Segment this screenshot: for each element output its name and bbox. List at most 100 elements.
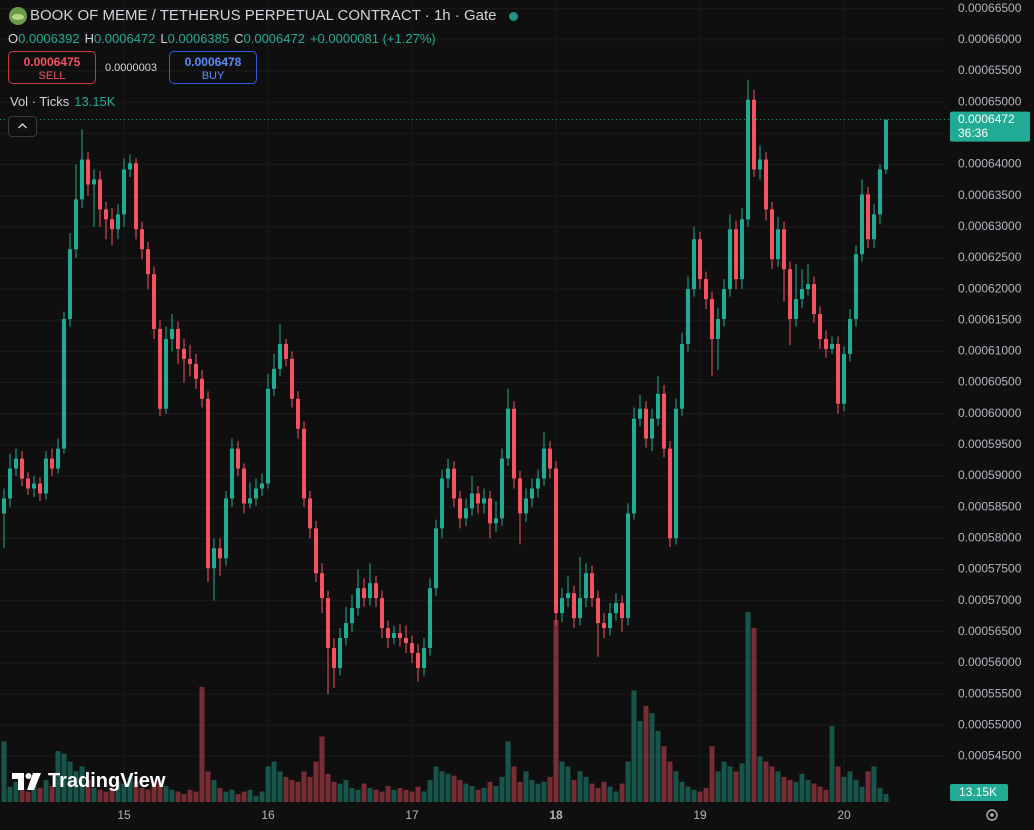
sell-button[interactable]: 0.0006475 SELL <box>8 51 96 84</box>
candle-body <box>632 418 636 514</box>
volume-bar <box>331 781 337 802</box>
volume-bar <box>799 773 805 802</box>
candle-body <box>446 468 450 479</box>
candle-body <box>482 498 486 504</box>
sell-label[interactable]: SELL <box>38 70 66 82</box>
candle-body <box>170 328 174 339</box>
ohlc-value: 0.0006385 <box>167 31 230 46</box>
candle-body <box>530 488 534 499</box>
volume-bar <box>865 771 871 802</box>
volume-bar <box>319 736 325 802</box>
volume-bar <box>643 705 649 802</box>
candle-body <box>710 299 714 339</box>
volume-pane <box>1 612 889 802</box>
volume-bar <box>667 761 673 802</box>
buy-button[interactable]: 0.0006478 BUY <box>169 51 257 84</box>
volume-bar <box>403 789 409 802</box>
chevron-path[interactable] <box>18 123 27 129</box>
candle-body <box>590 573 594 599</box>
candle-body <box>20 458 24 479</box>
candle-body <box>14 458 18 469</box>
volume-bar <box>145 789 151 802</box>
volume-bar <box>97 789 103 802</box>
volume-bar <box>223 791 229 802</box>
candle-body <box>338 638 342 668</box>
volume-bar <box>715 771 721 802</box>
candle-body <box>770 209 774 260</box>
candle-body <box>434 528 438 589</box>
candle-body <box>794 299 798 320</box>
volume-bar <box>685 786 691 802</box>
candle-body <box>254 488 258 499</box>
candle-body <box>758 159 762 170</box>
y-tick-label: 0.00054500 <box>958 749 1022 763</box>
candle-body <box>266 388 270 484</box>
gear-hub[interactable] <box>990 813 994 817</box>
sell-price[interactable]: 0.0006475 <box>23 55 81 69</box>
volume-bar <box>595 787 601 802</box>
candle-body <box>674 408 678 539</box>
buy-price[interactable]: 0.0006478 <box>184 55 242 69</box>
volume-bar <box>493 786 499 802</box>
tv-logo-t <box>12 773 24 790</box>
y-tick-label: 0.00061500 <box>958 312 1022 326</box>
candle-body <box>380 598 384 629</box>
buy-label[interactable]: BUY <box>201 70 225 82</box>
candle-body <box>638 408 642 419</box>
volume-bar <box>673 771 679 802</box>
candle-body <box>422 647 426 668</box>
chevron[interactable] <box>9 117 36 136</box>
gear[interactable] <box>986 809 998 821</box>
y-tick-label: 0.00062500 <box>958 250 1022 264</box>
volume-bar <box>709 746 715 802</box>
y-tick-label: 0.00056500 <box>958 624 1022 638</box>
volume-bar <box>367 787 373 802</box>
y-tick-label: 0.00066000 <box>958 32 1022 46</box>
collapse-button[interactable] <box>8 116 37 137</box>
volume-bar <box>85 779 91 802</box>
volume-bar <box>631 690 637 802</box>
candle-body <box>272 368 276 389</box>
candle-body <box>806 284 810 290</box>
candle-body <box>836 343 840 404</box>
price-axis: 0.00066500 0.00066000 0.00065500 0.00065000… <box>117 1 1021 822</box>
volume-bar <box>433 766 439 802</box>
candle-body <box>608 613 612 629</box>
candle-body <box>56 448 60 469</box>
volume-bar <box>763 761 769 802</box>
candle-body <box>86 159 90 185</box>
candle-body <box>320 573 324 599</box>
tv-logo <box>12 773 41 790</box>
candle-body <box>248 498 252 504</box>
candle-body <box>704 279 708 300</box>
volume-bar <box>385 786 391 802</box>
candle-body <box>854 254 858 320</box>
candle-body <box>620 603 624 619</box>
symbol-title: BOOK OF MEME / TETHERUS PERPETUAL CONTRA… <box>30 7 518 24</box>
candle-body <box>260 483 264 489</box>
volume-bar <box>859 786 865 802</box>
y-tick-label: 0.00065000 <box>958 94 1022 108</box>
volume-bar <box>541 781 547 802</box>
volume-bar <box>517 781 523 802</box>
candle-body <box>746 99 750 220</box>
settings-icon[interactable] <box>986 809 998 821</box>
candle-body <box>158 328 162 409</box>
volume-bar <box>259 791 265 802</box>
candle-body <box>644 408 648 439</box>
volume-bar <box>589 783 595 802</box>
candle-body <box>368 583 372 599</box>
candle-body <box>548 448 552 469</box>
volume-bar <box>475 789 481 802</box>
tv-logo-v <box>27 773 41 790</box>
candle-body <box>554 468 558 614</box>
ohlc-key: H <box>84 31 94 46</box>
candle-body <box>512 408 516 479</box>
ohlc-value: 0.0006472 <box>243 31 305 46</box>
candle-body <box>506 408 510 459</box>
candle-body <box>656 393 660 419</box>
volume-bar <box>457 779 463 802</box>
volume-bar <box>775 771 781 802</box>
